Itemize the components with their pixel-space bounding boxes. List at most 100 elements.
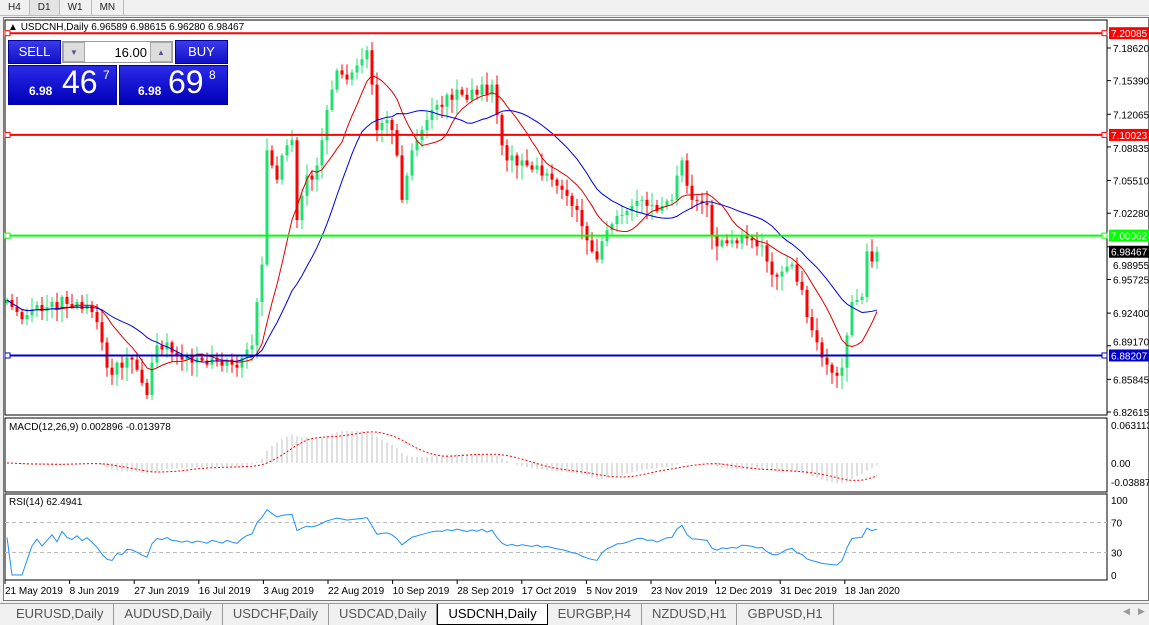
sell-button[interactable]: SELL [8,40,61,64]
lot-increase-icon[interactable]: ▲ [150,42,172,62]
date-label: 10 Sep 2019 [393,586,450,597]
candle-body [795,264,799,282]
tab-eurusd[interactable]: EURUSD,Daily [6,604,115,625]
tab-eurgbp[interactable]: EURGBP,H4 [548,604,643,625]
buy-price-box[interactable]: 6.98 69 8 [119,64,228,105]
candle-body [725,240,729,244]
tab-gbpusd[interactable]: GBPUSD,H1 [737,604,834,625]
candle-body [425,119,429,131]
candle-body [495,84,499,115]
candle-body [835,372,839,376]
candle-body [320,140,324,166]
timeframe-d1[interactable]: D1 [29,0,60,15]
macd-pane-frame [4,417,1108,493]
candle-body [285,145,289,156]
candle-body [550,173,554,180]
date-label: 21 May 2019 [5,586,63,597]
candle-body [625,210,629,216]
date-label: 17 Oct 2019 [522,586,577,597]
chart-window[interactable] [3,17,1149,601]
price-tick-label: 7.02280 [1113,209,1149,220]
candle-body [5,299,9,303]
candle-body [475,89,479,95]
timeframe-h4[interactable]: H4 [0,0,30,15]
tab-usdcnh[interactable]: USDCNH,Daily [437,604,548,625]
candle-body [665,200,669,206]
candle-body [230,359,234,365]
candle-body [760,245,764,247]
price-tick-label: 6.98955 [1113,261,1149,272]
rsi-tick-label: 30 [1111,549,1123,560]
sell-price-box[interactable]: 6.98 46 7 [8,64,117,105]
candle-body [720,240,724,247]
timeframe-mn[interactable]: MN [92,0,125,15]
line-price-tag [1109,349,1149,362]
candle-body [170,342,174,353]
candle-body [55,301,59,310]
price-tick-label: 6.85845 [1113,375,1149,386]
buy-button[interactable]: BUY [175,40,228,64]
candle-body [710,204,714,237]
candle-body [845,335,849,368]
tabs-scroll-left-icon[interactable]: ◀ [1123,606,1130,616]
tab-usdchf[interactable]: USDCHF,Daily [223,604,330,625]
candle-body [20,312,24,320]
candle-body [640,199,644,201]
main-pane-frame [4,19,1108,416]
candle-body [455,89,459,100]
candle-body [790,264,794,267]
candle-body [280,155,284,180]
candle-body [810,317,814,331]
tab-usdcad[interactable]: USDCAD,Daily [329,604,438,625]
date-label: 22 Aug 2019 [328,586,385,597]
candle-body [380,123,384,131]
date-label: 28 Sep 2019 [457,586,514,597]
candle-body [140,369,144,383]
candle-body [450,94,454,100]
tab-nzdusd[interactable]: NZDUSD,H1 [642,604,738,625]
lot-decrease-icon[interactable]: ▼ [63,42,85,62]
candle-body [750,238,754,241]
candle-body [545,173,549,176]
candle-body [155,345,159,363]
candle-body [870,251,874,262]
candle-body [160,345,164,350]
candle-body [150,362,154,395]
candle-body [75,301,79,308]
date-label: 31 Dec 2019 [780,586,837,597]
candle-body [70,303,74,308]
candle-body [255,301,259,346]
candle-body [240,357,244,368]
candle-body [65,296,69,304]
candle-body [395,130,399,156]
price-tick-label: 7.12065 [1113,110,1149,121]
tab-audusd[interactable]: AUDUSD,Daily [114,604,223,625]
timeframe-w1[interactable]: W1 [60,0,92,15]
rsi-tick-label: 70 [1111,519,1123,530]
candle-body [245,349,249,358]
line-price-label: 7.20085 [1111,29,1148,40]
candle-body [590,240,594,252]
candle-body [365,50,369,60]
tabs-scroll-right-icon[interactable]: ▶ [1138,606,1145,616]
candle-body [685,160,689,186]
candle-body [330,89,334,110]
price-tick-label: 7.18620 [1113,44,1149,55]
macd-tick-label: -0.038872 [1111,478,1149,489]
candle-body [335,70,339,90]
candle-body [445,94,449,107]
collapse-triangle-icon[interactable]: ▲ [8,22,21,33]
candle-body [785,266,789,272]
candle-body [100,322,104,343]
price-tick-label: 6.95725 [1113,275,1149,286]
candle-body [715,236,719,247]
line-anchor-handle [1101,352,1108,359]
candle-body [110,367,114,375]
candle-body [195,357,199,363]
current-price-tag [1109,245,1149,258]
candle-body [95,312,99,323]
candle-body [745,236,749,239]
lot-size-input[interactable] [85,42,150,62]
candle-body [675,175,679,200]
